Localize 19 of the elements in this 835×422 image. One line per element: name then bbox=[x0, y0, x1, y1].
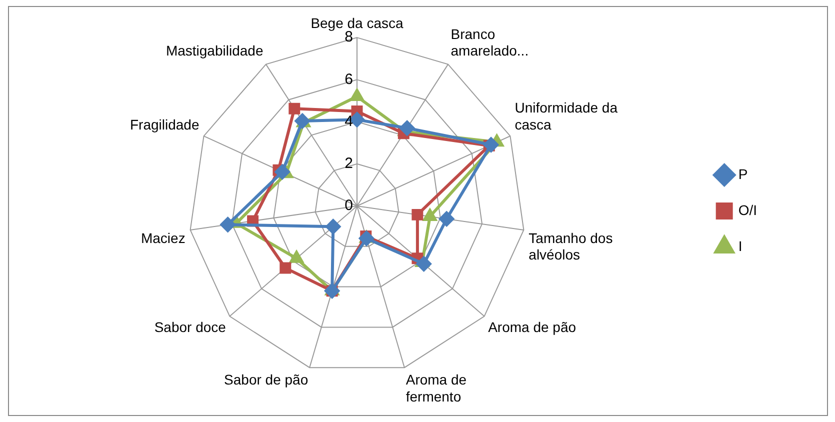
spoke-label: Mastigabilidade bbox=[166, 42, 264, 59]
legend-label: I bbox=[738, 238, 742, 254]
spoke-label: Sabor de pão bbox=[224, 372, 308, 388]
y-tick-label: 0 bbox=[344, 197, 353, 214]
spoke-label: Aroma de pão bbox=[488, 318, 576, 335]
spoke-label: Tamanho dos alvéolos bbox=[528, 230, 613, 263]
y-tick-label: 2 bbox=[344, 155, 353, 172]
spoke-label: Aroma de fermento bbox=[406, 372, 467, 404]
y-tick-label: 6 bbox=[344, 70, 353, 88]
spoke-label: Uniformidade da casca bbox=[514, 100, 618, 132]
spoke-label: Bege da casca bbox=[310, 15, 404, 32]
spoke-label: Maciez bbox=[140, 230, 186, 246]
legend-label: P bbox=[738, 166, 748, 182]
y-tick-label: 4 bbox=[344, 112, 353, 130]
spoke-label: Sabor doce bbox=[154, 318, 226, 335]
y-tick-label: 8 bbox=[344, 28, 353, 46]
spoke-label: Branco amarelado... bbox=[450, 26, 529, 59]
spoke-label: Fragilidade bbox=[130, 116, 200, 132]
legend-label: O/I bbox=[738, 202, 758, 218]
